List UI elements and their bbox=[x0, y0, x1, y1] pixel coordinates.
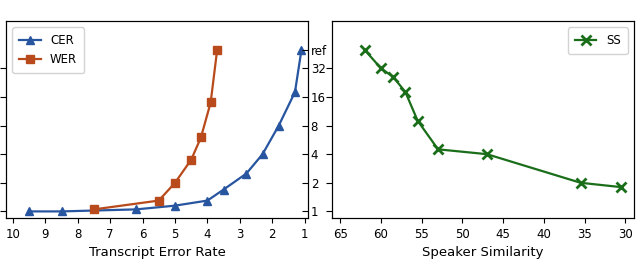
WER bbox=[155, 199, 163, 202]
CER bbox=[204, 199, 211, 202]
CER bbox=[291, 90, 299, 94]
X-axis label: Speaker Similarity: Speaker Similarity bbox=[422, 246, 543, 259]
Line: SS: SS bbox=[360, 45, 626, 192]
SS bbox=[618, 186, 625, 189]
SS bbox=[389, 75, 397, 78]
WER bbox=[197, 136, 205, 139]
SS bbox=[361, 48, 369, 52]
WER bbox=[213, 48, 221, 52]
CER bbox=[259, 153, 266, 156]
SS bbox=[401, 90, 409, 94]
WER bbox=[207, 101, 214, 104]
Legend: CER, WER: CER, WER bbox=[12, 27, 84, 73]
CER bbox=[132, 208, 140, 211]
CER bbox=[220, 188, 227, 191]
WER bbox=[188, 158, 195, 161]
Line: CER: CER bbox=[25, 46, 306, 215]
CER bbox=[25, 210, 33, 213]
CER bbox=[298, 48, 305, 52]
SS bbox=[483, 153, 491, 156]
CER bbox=[171, 204, 179, 207]
CER bbox=[275, 124, 283, 127]
Legend: SS: SS bbox=[568, 27, 628, 54]
SS bbox=[577, 181, 584, 184]
SS bbox=[377, 67, 385, 70]
Line: WER: WER bbox=[90, 46, 221, 214]
CER bbox=[58, 210, 65, 213]
WER bbox=[171, 181, 179, 184]
SS bbox=[414, 119, 422, 122]
CER bbox=[243, 172, 250, 175]
X-axis label: Transcript Error Rate: Transcript Error Rate bbox=[89, 246, 226, 259]
WER bbox=[90, 208, 98, 211]
SS bbox=[434, 148, 442, 151]
